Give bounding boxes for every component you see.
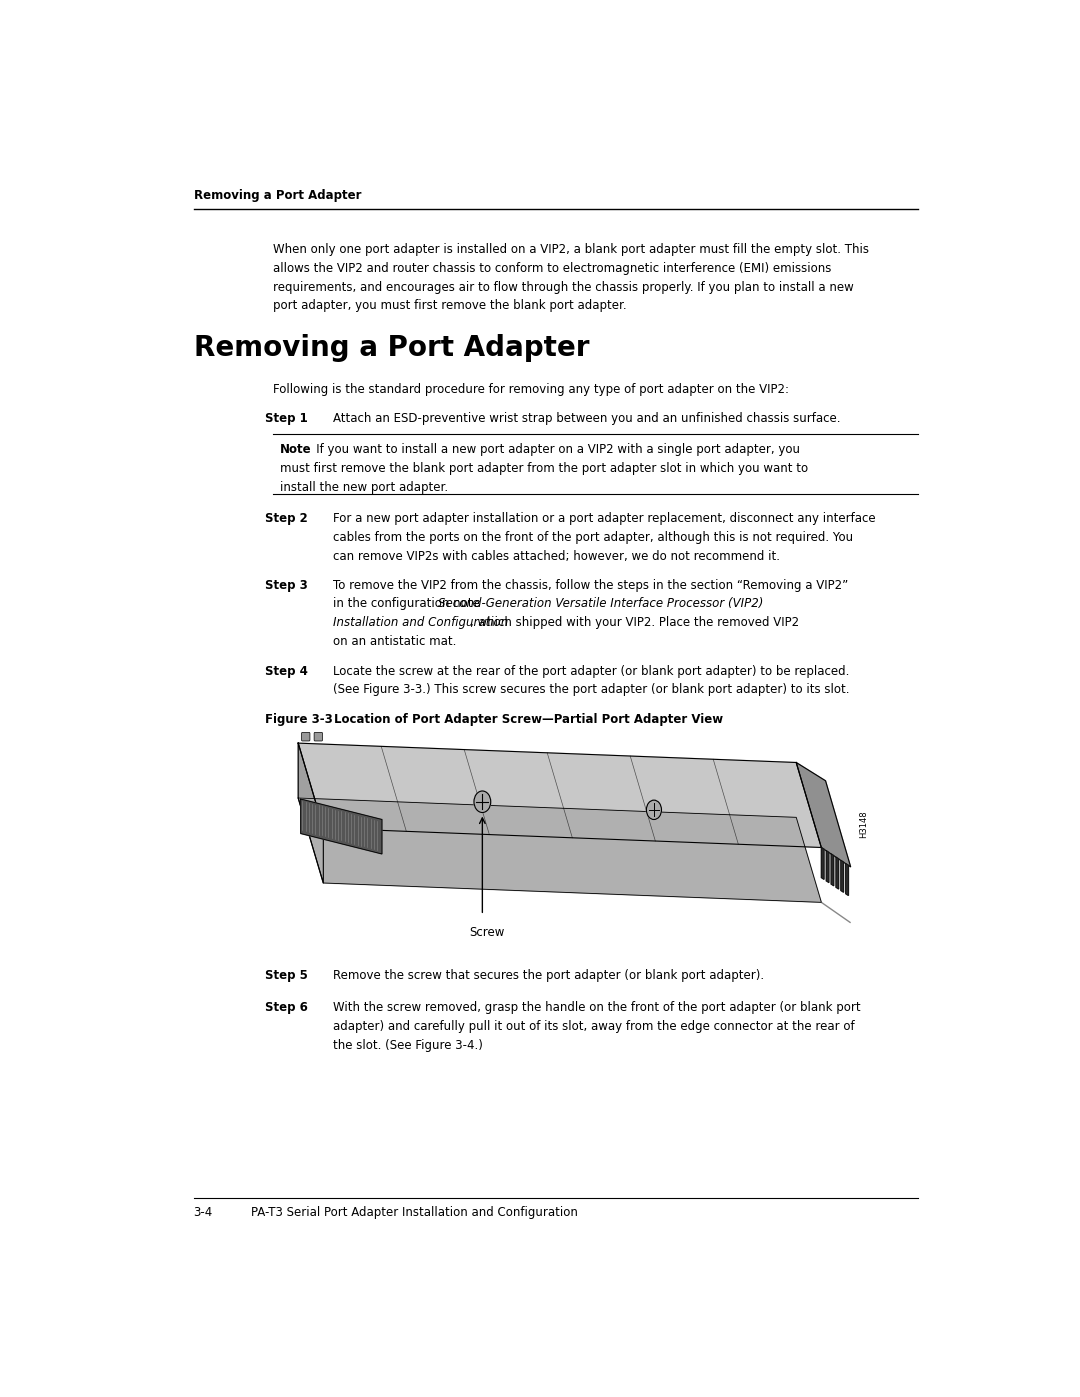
Text: To remove the VIP2 from the chassis, follow the steps in the section “Removing a: To remove the VIP2 from the chassis, fol… (334, 578, 849, 591)
Text: adapter) and carefully pull it out of its slot, away from the edge connector at : adapter) and carefully pull it out of it… (334, 1020, 855, 1034)
FancyBboxPatch shape (301, 732, 310, 740)
Circle shape (474, 791, 490, 813)
Text: When only one port adapter is installed on a VIP2, a blank port adapter must fil: When only one port adapter is installed … (273, 243, 869, 256)
Text: PA-T3 Serial Port Adapter Installation and Configuration: PA-T3 Serial Port Adapter Installation a… (251, 1206, 578, 1218)
Text: requirements, and encourages air to flow through the chassis properly. If you pl: requirements, and encourages air to flow… (273, 281, 854, 293)
Text: in the configuration note: in the configuration note (334, 598, 484, 610)
Text: Step 2: Step 2 (265, 511, 308, 525)
Text: Figure 3-3: Figure 3-3 (265, 712, 333, 726)
Text: Step 4: Step 4 (265, 665, 308, 678)
Polygon shape (298, 743, 821, 848)
Polygon shape (821, 848, 824, 879)
Text: Second-Generation Versatile Interface Processor (VIP2): Second-Generation Versatile Interface Pr… (438, 598, 764, 610)
Text: cables from the ports on the front of the port adapter, although this is not req: cables from the ports on the front of th… (334, 531, 853, 543)
Text: on an antistatic mat.: on an antistatic mat. (334, 636, 457, 648)
Text: the slot. (See Figure 3-4.): the slot. (See Figure 3-4.) (334, 1039, 483, 1052)
Text: Step 5: Step 5 (265, 970, 308, 982)
Polygon shape (832, 854, 834, 886)
FancyBboxPatch shape (314, 732, 323, 740)
Text: For a new port adapter installation or a port adapter replacement, disconnect an: For a new port adapter installation or a… (334, 511, 876, 525)
Polygon shape (300, 799, 382, 854)
Polygon shape (821, 902, 851, 923)
Text: install the new port adapter.: install the new port adapter. (280, 481, 448, 493)
Text: allows the VIP2 and router chassis to conform to electromagnetic interference (E: allows the VIP2 and router chassis to co… (273, 261, 832, 275)
Text: Step 6: Step 6 (265, 1002, 308, 1014)
Text: If you want to install a new port adapter on a VIP2 with a single port adapter, : If you want to install a new port adapte… (305, 443, 800, 455)
Text: , which shipped with your VIP2. Place the removed VIP2: , which shipped with your VIP2. Place th… (470, 616, 799, 629)
Text: Step 1: Step 1 (265, 412, 308, 425)
Text: H3148: H3148 (859, 810, 867, 838)
Polygon shape (298, 798, 821, 902)
Text: (See Figure 3-3.) This screw secures the port adapter (or blank port adapter) to: (See Figure 3-3.) This screw secures the… (334, 683, 850, 697)
Text: can remove VIP2s with cables attached; however, we do not recommend it.: can remove VIP2s with cables attached; h… (334, 549, 781, 563)
Text: 3-4: 3-4 (193, 1206, 213, 1218)
Text: Following is the standard procedure for removing any type of port adapter on the: Following is the standard procedure for … (273, 383, 789, 395)
Text: must first remove the blank port adapter from the port adapter slot in which you: must first remove the blank port adapter… (280, 462, 808, 475)
Text: Attach an ESD-preventive wrist strap between you and an unfinished chassis surfa: Attach an ESD-preventive wrist strap bet… (334, 412, 841, 425)
Polygon shape (298, 743, 323, 883)
Polygon shape (836, 858, 839, 888)
Text: Location of Port Adapter Screw—Partial Port Adapter View: Location of Port Adapter Screw—Partial P… (334, 712, 724, 726)
Polygon shape (796, 763, 851, 866)
Text: Locate the screw at the rear of the port adapter (or blank port adapter) to be r: Locate the screw at the rear of the port… (334, 665, 850, 678)
Text: Screw: Screw (469, 926, 504, 939)
Text: Remove the screw that secures the port adapter (or blank port adapter).: Remove the screw that secures the port a… (334, 970, 765, 982)
Text: Note: Note (280, 443, 311, 455)
Circle shape (647, 800, 661, 820)
Polygon shape (826, 851, 829, 883)
Text: Removing a Port Adapter: Removing a Port Adapter (193, 189, 361, 203)
Text: Step 3: Step 3 (265, 578, 308, 591)
Text: port adapter, you must first remove the blank port adapter.: port adapter, you must first remove the … (273, 299, 626, 313)
Text: Removing a Port Adapter: Removing a Port Adapter (193, 334, 589, 362)
Polygon shape (841, 861, 843, 893)
Polygon shape (846, 863, 849, 895)
Text: Installation and Configuration: Installation and Configuration (334, 616, 509, 629)
Text: With the screw removed, grasp the handle on the front of the port adapter (or bl: With the screw removed, grasp the handle… (334, 1002, 861, 1014)
